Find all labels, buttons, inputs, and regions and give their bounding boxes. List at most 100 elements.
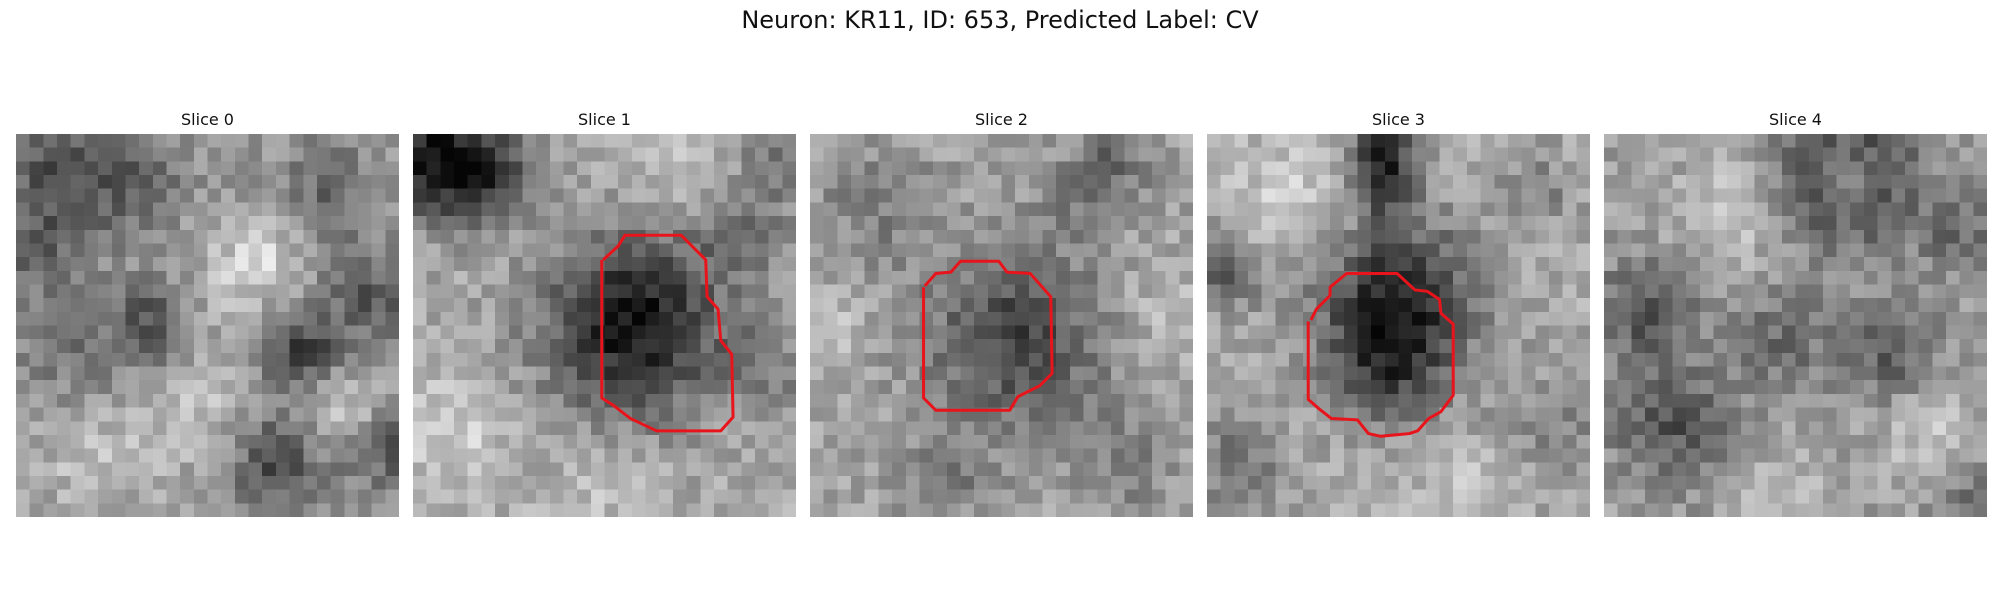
pixel	[454, 216, 469, 231]
pixel	[1576, 462, 1590, 477]
pixel	[727, 352, 742, 367]
pixel	[1604, 366, 1619, 381]
pixel	[960, 298, 975, 313]
pixel	[1631, 434, 1646, 450]
pixel	[1316, 489, 1331, 504]
pixel	[316, 339, 332, 354]
pixel	[987, 243, 1002, 258]
pixel	[672, 393, 687, 408]
pixel	[262, 489, 277, 504]
pixel	[70, 188, 85, 203]
pixel	[659, 434, 674, 450]
pixel	[1275, 243, 1290, 258]
pixel	[1042, 380, 1057, 395]
pixel	[631, 366, 646, 381]
pixel	[631, 188, 646, 203]
pixel	[1466, 448, 1481, 463]
pixel	[357, 257, 373, 272]
pixel	[1207, 270, 1222, 285]
pixel	[1343, 311, 1358, 326]
pixel	[1425, 284, 1440, 299]
pixel	[741, 311, 756, 326]
pixel	[1891, 175, 1906, 190]
pixel	[357, 503, 373, 517]
pixel	[618, 311, 633, 326]
pixel	[1289, 202, 1304, 217]
pixel	[946, 161, 961, 176]
pixel	[1056, 257, 1071, 272]
pixel	[1453, 243, 1468, 258]
pixel	[1686, 380, 1701, 395]
pixel	[1863, 339, 1878, 354]
pixel	[1083, 175, 1098, 190]
pixel	[1891, 434, 1906, 450]
pixel	[1713, 161, 1728, 176]
pixel	[1480, 311, 1495, 326]
pixel	[563, 175, 578, 190]
pixel	[1727, 448, 1742, 463]
pixel	[604, 339, 619, 354]
pixel	[1645, 339, 1660, 354]
pixel	[1069, 243, 1084, 258]
pixel	[754, 366, 770, 381]
pixel	[1015, 161, 1030, 176]
pixel	[1932, 503, 1947, 517]
pixel	[1097, 147, 1112, 162]
pixel	[221, 448, 236, 463]
pixel	[221, 421, 236, 436]
pixel	[1234, 325, 1249, 340]
pixel	[713, 475, 729, 491]
pixel	[1686, 352, 1701, 367]
pixel	[878, 216, 893, 231]
pixel	[933, 489, 948, 504]
pixel	[1781, 147, 1796, 162]
pixel	[1234, 407, 1249, 422]
pixel	[248, 188, 263, 203]
pixel	[810, 161, 825, 176]
pixel	[754, 298, 770, 313]
pixel	[686, 366, 701, 381]
pixel	[1781, 175, 1796, 190]
pixel	[1945, 257, 1961, 272]
pixel	[864, 216, 879, 231]
pixel	[1822, 366, 1837, 381]
pixel	[98, 352, 113, 367]
pixel	[1289, 243, 1304, 258]
pixel	[385, 284, 399, 299]
pixel	[1822, 448, 1837, 463]
pixel	[810, 147, 825, 162]
pixel	[508, 462, 523, 477]
pixel	[1686, 366, 1701, 381]
pixel	[1083, 188, 1098, 203]
pixel	[1699, 134, 1714, 149]
pixel	[933, 257, 948, 272]
pixel	[125, 489, 140, 504]
pixel	[1439, 489, 1454, 504]
pixel	[1289, 188, 1304, 203]
pixel	[823, 325, 838, 340]
pixel	[768, 366, 783, 381]
pixel	[139, 325, 154, 340]
pixel	[1042, 202, 1057, 217]
pixel	[1727, 407, 1742, 422]
pixel	[57, 161, 72, 176]
pixel	[1056, 325, 1071, 340]
pixel	[43, 489, 58, 504]
pixel	[892, 298, 907, 313]
pixel	[672, 270, 687, 285]
pixel	[946, 188, 961, 203]
pixel	[371, 161, 386, 176]
pixel	[481, 434, 496, 450]
pixel	[1384, 147, 1399, 162]
pixel	[1699, 407, 1714, 422]
pixel	[1507, 434, 1523, 450]
pixel	[878, 407, 893, 422]
pixel	[467, 188, 482, 203]
pixel	[1097, 366, 1112, 381]
pixel	[672, 462, 687, 477]
pixel	[1124, 462, 1139, 477]
pixel	[1658, 284, 1673, 299]
pixel	[1138, 339, 1153, 354]
pixel	[1727, 257, 1742, 272]
pixel	[1330, 202, 1345, 217]
